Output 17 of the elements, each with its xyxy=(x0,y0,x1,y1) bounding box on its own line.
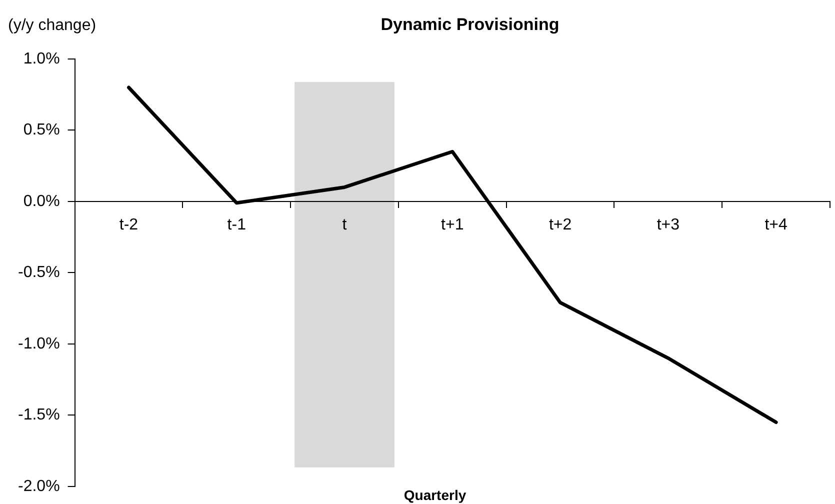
y-axis-title: (y/y change) xyxy=(8,17,96,34)
y-tick-label: -1.5% xyxy=(18,406,60,424)
x-axis-title: Quarterly xyxy=(404,487,466,503)
x-tick-label: t-2 xyxy=(119,216,138,234)
chart-title: Dynamic Provisioning xyxy=(380,15,560,34)
x-tick-label: t xyxy=(342,216,348,234)
x-tick-label: t-1 xyxy=(227,216,246,234)
x-tick-label: t+2 xyxy=(548,216,572,234)
y-tick-label: 1.0% xyxy=(23,50,60,68)
y-tick-label: 0.5% xyxy=(23,122,60,139)
y-tick-label: -2.0% xyxy=(18,478,60,495)
y-tick-label: -0.5% xyxy=(18,264,60,282)
y-tick-label: -1.0% xyxy=(18,335,60,352)
y-tick-label: 0.0% xyxy=(23,192,60,210)
x-tick-label: t+3 xyxy=(656,216,680,234)
x-tick-label: t+1 xyxy=(441,216,464,234)
x-tick-label: t+4 xyxy=(764,216,788,234)
